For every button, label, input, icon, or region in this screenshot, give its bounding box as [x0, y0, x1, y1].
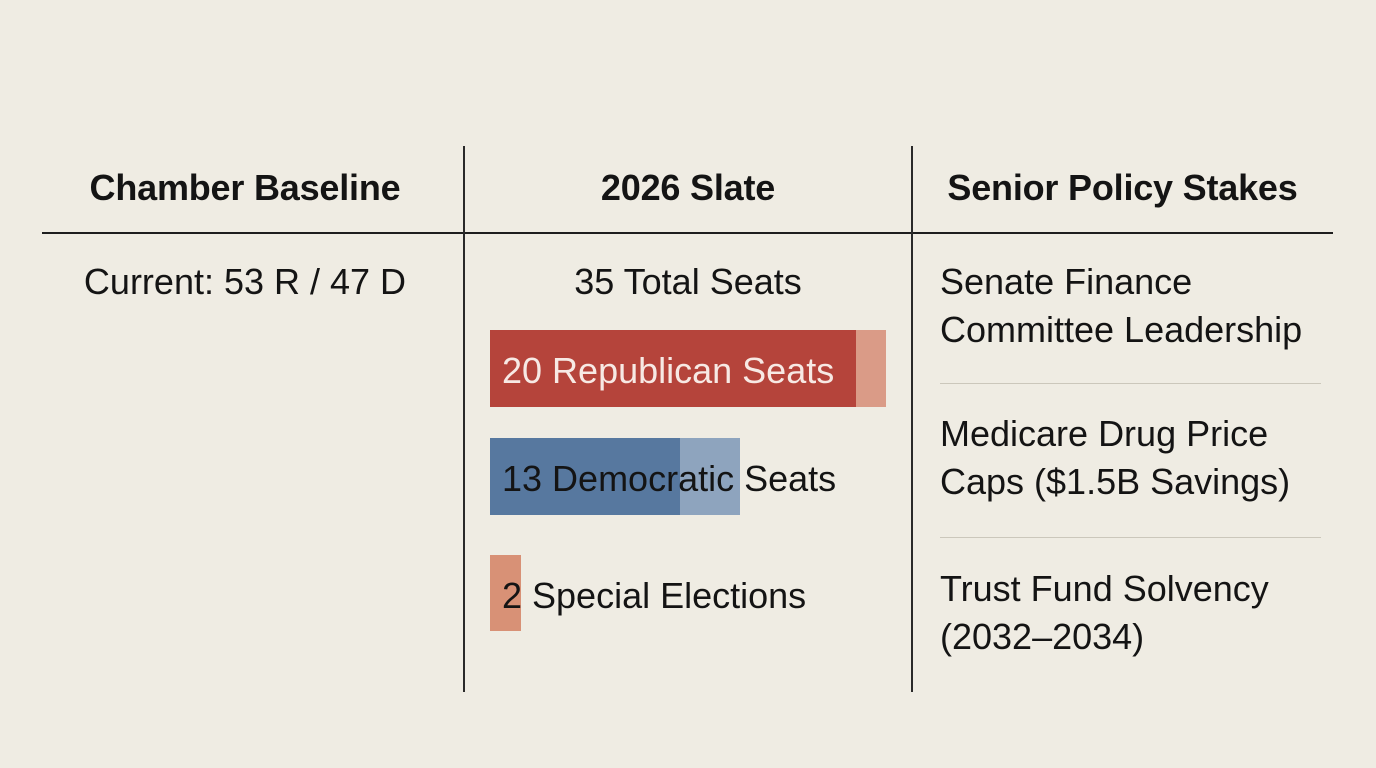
bar-special-fill: [490, 555, 521, 631]
stake-line: Caps ($1.5B Savings): [940, 461, 1291, 502]
stake-line: Committee Leadership: [940, 309, 1303, 350]
current-composition: Current: 53 R / 47 D: [83, 261, 407, 302]
column-divider-left: [463, 146, 465, 692]
header-chamber-baseline: Chamber Baseline: [89, 167, 401, 208]
bar-republican-fill: [490, 330, 856, 407]
stake-divider: [940, 537, 1321, 538]
column-divider-right: [911, 146, 913, 692]
stake-senate-finance: Senate Finance Committee Leadership: [940, 258, 1302, 354]
stake-line: Trust Fund Solvency: [940, 568, 1269, 609]
bar-republican-tint: [856, 330, 886, 407]
bar-democratic-fill: [490, 438, 680, 515]
bar-special-label: 2 Special Elections: [502, 575, 807, 616]
stake-trust-fund-solvency: Trust Fund Solvency (2032–2034): [940, 565, 1269, 661]
header-senior-policy-stakes: Senior Policy Stakes: [947, 167, 1298, 208]
stake-medicare-drug-price: Medicare Drug Price Caps ($1.5B Savings): [940, 410, 1290, 506]
stake-line: (2032–2034): [940, 616, 1145, 657]
bar-republican-label: 20 Republican Seats: [502, 350, 835, 391]
stake-line: Medicare Drug Price: [940, 413, 1269, 454]
stake-line: Senate Finance: [940, 261, 1193, 302]
bar-democratic-tint: [680, 438, 740, 515]
total-seats: 35 Total Seats: [574, 261, 802, 302]
header-divider: [42, 232, 1333, 234]
bar-democratic-label: 13 Democratic Seats: [502, 458, 837, 499]
stake-divider: [940, 383, 1321, 384]
header-2026-slate: 2026 Slate: [600, 167, 776, 208]
